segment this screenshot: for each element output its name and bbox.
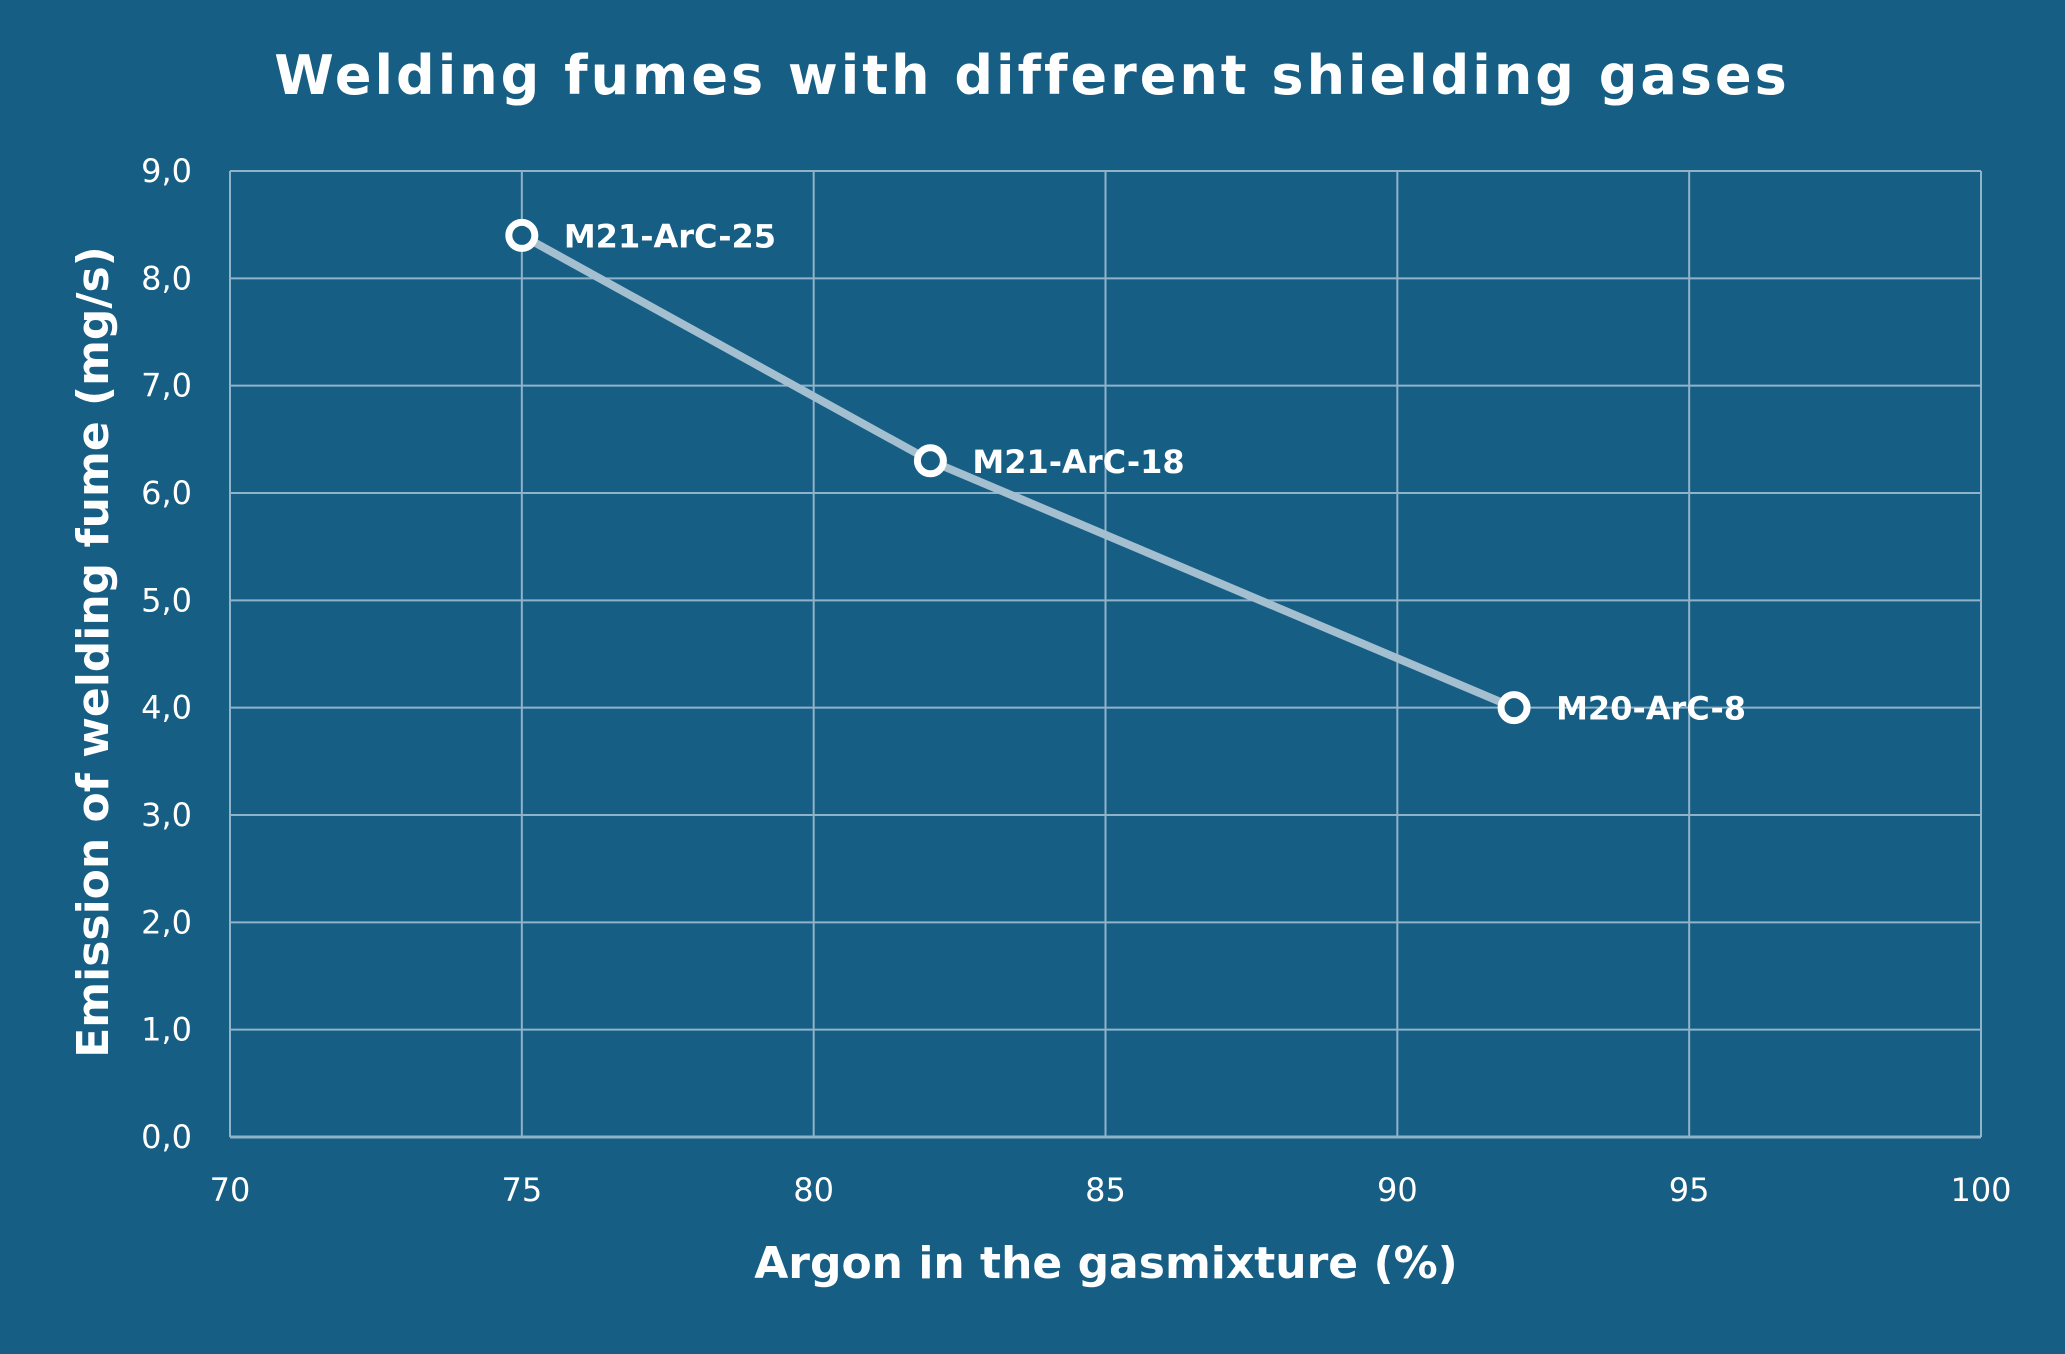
x-tick-label: 80 [793, 1171, 834, 1209]
y-tick-label: 3,0 [141, 796, 192, 834]
series-group: M21-ArC-25 M21-ArC-18 M20-ArC-8 [505, 217, 1746, 728]
y-tick-label: 8,0 [141, 259, 192, 297]
data-label: M21-ArC-25 [564, 217, 776, 255]
x-axis-title: Argon in the gasmixture (%) [754, 1238, 1458, 1289]
chart-title: Welding fumes with different shielding g… [274, 44, 1789, 107]
y-tick-label: 1,0 [141, 1011, 192, 1049]
data-point [1497, 691, 1531, 725]
tick-labels: 70 75 80 85 90 95 100 0,0 1,0 2,0 3,0 4,0 5,0 6,0 7,0 8… [141, 152, 2011, 1209]
x-tick-label: 95 [1669, 1171, 1710, 1209]
x-tick-label: 75 [501, 1171, 542, 1209]
y-axis-title: Emission of welding fume (mg/s) [68, 246, 119, 1058]
x-tick-label: 90 [1377, 1171, 1418, 1209]
data-label: M20-ArC-8 [1556, 690, 1746, 728]
x-tick-label: 100 [1950, 1171, 2011, 1209]
y-tick-label: 6,0 [141, 474, 192, 512]
y-tick-label: 0,0 [141, 1118, 192, 1156]
y-tick-label: 2,0 [141, 903, 192, 941]
y-tick-label: 9,0 [141, 152, 192, 190]
data-label: M21-ArC-18 [972, 443, 1184, 481]
y-tick-label: 7,0 [141, 367, 192, 405]
gridlines [229, 170, 1982, 1139]
x-tick-label: 70 [210, 1171, 251, 1209]
y-tick-label: 5,0 [141, 581, 192, 619]
y-tick-label: 4,0 [141, 689, 192, 727]
x-tick-label: 85 [1085, 1171, 1126, 1209]
data-point [913, 444, 947, 478]
data-point [505, 218, 539, 252]
